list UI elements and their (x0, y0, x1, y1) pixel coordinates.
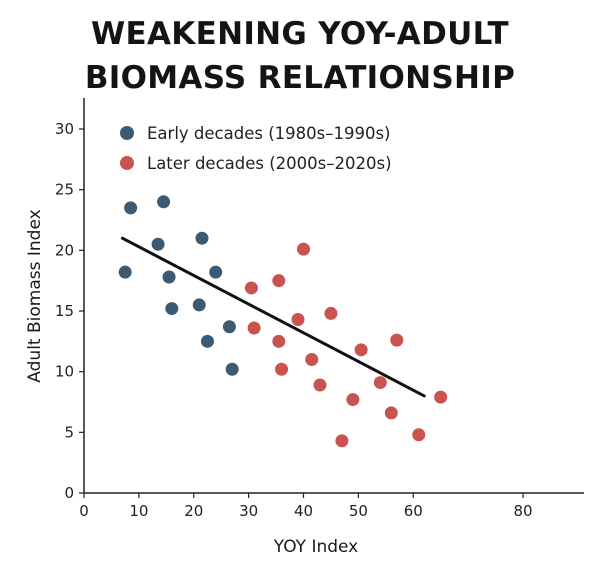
later-decades-point (291, 312, 305, 326)
early-decades-point (209, 265, 223, 279)
later-decades-point (275, 362, 289, 376)
legend-marker (120, 126, 134, 140)
later-decades-point (412, 428, 426, 442)
legend-label: Later decades (2000s–2020s) (147, 154, 392, 173)
later-decades-point (354, 343, 368, 357)
y-tick-label: 20 (55, 241, 74, 259)
later-decades-point (272, 274, 286, 288)
early-decades-point (157, 195, 171, 209)
x-tick-label: 10 (129, 502, 148, 520)
later-decades-point (390, 333, 404, 347)
later-decades-point (384, 406, 398, 420)
x-tick-label: 60 (404, 502, 423, 520)
later-decades-point (305, 353, 319, 367)
later-decades-point (272, 334, 286, 348)
x-tick-label: 40 (294, 502, 313, 520)
data-points (118, 195, 448, 448)
x-tick-label: 80 (513, 502, 532, 520)
early-decades-point (192, 298, 206, 312)
early-decades-point (151, 237, 165, 251)
later-decades-point (244, 281, 258, 295)
later-decades-point (313, 378, 327, 392)
trend-line-group (120, 236, 426, 398)
x-tick-label: 50 (349, 502, 368, 520)
early-decades-point (162, 270, 176, 284)
chart-title: WEAKENING YOY-ADULT BIOMASS RELATIONSHIP (0, 12, 600, 100)
legend-marker (120, 156, 134, 170)
early-decades-point (195, 231, 209, 245)
later-decades-point (373, 376, 387, 390)
axes: 0 10 20 30 40 50 60 80 0 5 10 15 20 25 30 (55, 98, 584, 520)
y-axis-label: Adult Biomass Index (25, 209, 45, 382)
early-decades-point (124, 201, 138, 215)
y-tick-label: 0 (64, 484, 74, 502)
chart-title-line-2: BIOMASS RELATIONSHIP (84, 60, 516, 96)
later-decades-point (297, 242, 310, 256)
later-decades-point (434, 390, 448, 404)
y-tick-label: 15 (55, 302, 74, 320)
later-decades-point (324, 306, 338, 320)
x-tick-label: 0 (79, 502, 89, 520)
y-tick-label: 10 (55, 363, 74, 381)
trend-line (120, 236, 426, 398)
early-decades-point (222, 320, 236, 334)
chart-title-line-1: WEAKENING YOY-ADULT (91, 16, 509, 52)
early-decades-point (165, 302, 179, 316)
early-decades-point (225, 362, 239, 376)
y-tick-label: 5 (64, 423, 74, 441)
early-decades-point (118, 265, 132, 279)
x-axis-label: YOY Index (273, 537, 359, 557)
x-tick-label: 20 (184, 502, 203, 520)
y-tick-label: 30 (55, 120, 74, 138)
later-decades-point (335, 434, 349, 448)
x-tick-label: 30 (239, 502, 258, 520)
later-decades-point (247, 321, 261, 335)
legend: Early decades (1980s–1990s) Later decades… (120, 124, 392, 173)
legend-label: Early decades (1980s–1990s) (147, 124, 391, 143)
later-decades-point (346, 393, 360, 407)
early-decades-point (200, 334, 214, 348)
y-tick-label: 25 (55, 181, 74, 199)
